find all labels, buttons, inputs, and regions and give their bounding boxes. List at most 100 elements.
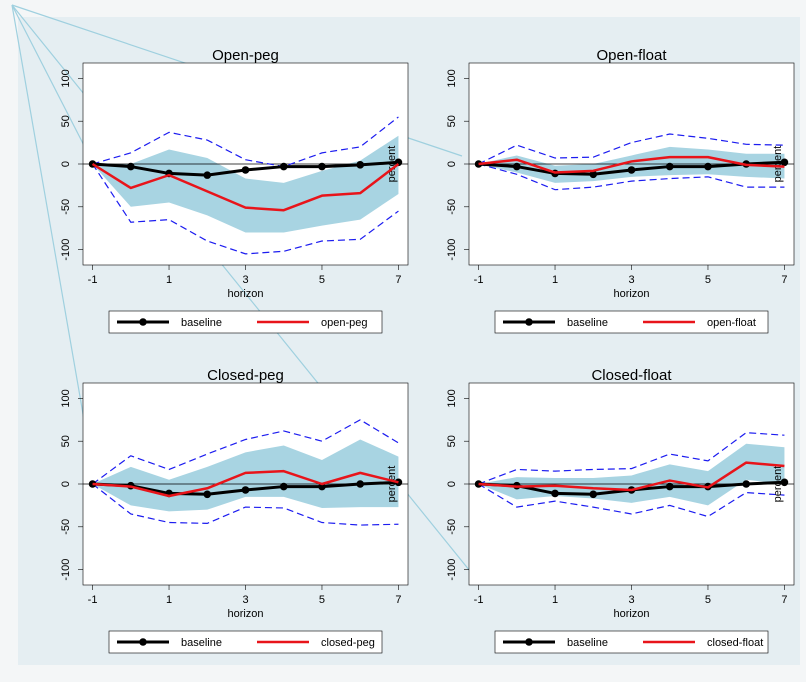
bound-line: [92, 116, 399, 168]
point: [356, 480, 365, 488]
point: [356, 161, 365, 169]
x-tick-label: 3: [242, 274, 248, 286]
x-tick-label: 7: [781, 594, 787, 606]
y-tick-label: 0: [60, 161, 72, 167]
legend: [494, 310, 769, 334]
legend-label: baseline: [567, 317, 608, 329]
point: [126, 162, 135, 171]
x-tick-label: 7: [395, 594, 401, 606]
y-tick-label: 100: [60, 69, 72, 87]
x-tick-label: 5: [319, 594, 325, 606]
point: [665, 162, 674, 171]
x-tick-label: 5: [319, 274, 325, 286]
chart-title: Closed-float: [591, 367, 672, 384]
chart-title: Open-peg: [212, 47, 279, 64]
bound-line: [92, 163, 399, 255]
point: [318, 162, 326, 171]
point: [742, 480, 751, 488]
legend-label: baseline: [181, 637, 222, 649]
x-tick-label: -1: [474, 594, 484, 606]
y-tick-label: 0: [446, 481, 458, 487]
decor-line: [11, 4, 96, 484]
y-tick-label: -50: [446, 199, 458, 215]
x-tick-label: 7: [395, 274, 401, 286]
point: [665, 482, 674, 491]
y-tick-label: 0: [446, 161, 458, 167]
x-tick-label: -1: [474, 274, 484, 286]
x-tick-label: 5: [705, 594, 711, 606]
y-tick-label: -50: [60, 519, 72, 535]
x-tick-label: 5: [705, 274, 711, 286]
point: [589, 170, 598, 179]
legend-label: open-float: [707, 317, 756, 329]
y-tick-label: -50: [60, 199, 72, 215]
x-tick-label: 3: [628, 594, 634, 606]
y-tick-label: -100: [446, 559, 458, 581]
bound-line: [478, 163, 785, 191]
bound-line: [92, 483, 399, 526]
y-tick-label: 50: [446, 435, 458, 447]
series-line: [92, 469, 399, 498]
point: [627, 166, 636, 174]
chart-title: Open-float: [596, 47, 667, 64]
legend-marker: [525, 318, 533, 326]
legend-label: baseline: [181, 317, 222, 329]
point: [203, 171, 212, 179]
x-tick-label: 3: [242, 594, 248, 606]
bound-line: [92, 419, 399, 485]
x-tick-label: 3: [628, 274, 634, 286]
series-line: [478, 155, 785, 174]
y-tick-label: 50: [60, 115, 72, 127]
x-tick-label: -1: [88, 274, 98, 286]
point: [203, 490, 212, 499]
x-axis-label: horizon: [227, 288, 263, 300]
y-tick-label: 100: [446, 69, 458, 87]
decor-line: [11, 4, 94, 164]
legend: [108, 310, 383, 334]
x-tick-label: 1: [552, 594, 558, 606]
chart-title: Closed-peg: [207, 367, 284, 384]
point: [512, 162, 521, 171]
y-tick-label: 100: [60, 389, 72, 407]
y-tick-label: -100: [446, 239, 458, 261]
legend-marker: [139, 318, 147, 326]
legend-marker: [525, 638, 533, 646]
x-tick-label: 1: [166, 594, 172, 606]
x-tick-label: 7: [781, 274, 787, 286]
bound-line: [478, 133, 785, 165]
x-axis-label: horizon: [613, 608, 649, 620]
y-tick-label: 50: [60, 435, 72, 447]
y-tick-label: -50: [446, 519, 458, 535]
legend-label: closed-peg: [321, 637, 375, 649]
point: [589, 490, 598, 499]
y-tick-label: 0: [60, 481, 72, 487]
point: [780, 478, 789, 487]
series-line: [91, 162, 400, 212]
point: [704, 162, 712, 171]
series-line: [478, 461, 785, 492]
point: [780, 158, 789, 167]
bound-line: [478, 483, 785, 518]
x-axis-label: horizon: [227, 608, 263, 620]
point: [241, 166, 250, 174]
y-tick-label: -100: [60, 239, 72, 261]
x-tick-label: 1: [166, 274, 172, 286]
y-tick-label: -100: [60, 559, 72, 581]
y-tick-label: 100: [446, 389, 458, 407]
legend: [494, 630, 769, 654]
x-axis-label: horizon: [613, 288, 649, 300]
x-tick-label: -1: [88, 594, 98, 606]
bound-line: [478, 432, 785, 485]
legend-marker: [139, 638, 147, 646]
legend: [108, 630, 383, 654]
y-tick-label: 50: [446, 115, 458, 127]
point: [551, 489, 559, 498]
point: [241, 486, 250, 494]
legend-label: open-peg: [321, 317, 368, 329]
point: [279, 482, 288, 491]
